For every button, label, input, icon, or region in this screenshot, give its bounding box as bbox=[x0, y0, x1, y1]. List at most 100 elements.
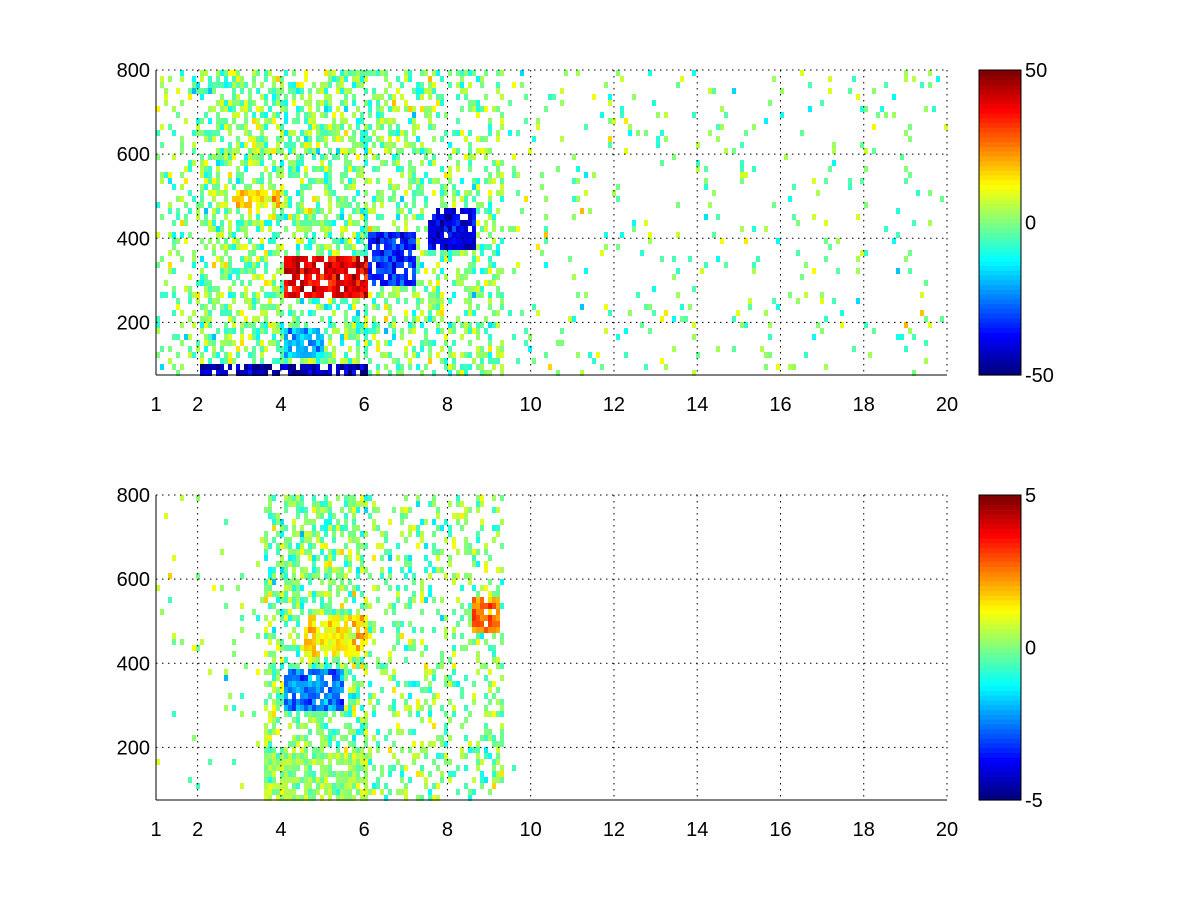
heatmap-cell bbox=[272, 148, 276, 154]
heatmap-cell bbox=[420, 519, 424, 525]
heatmap-cell bbox=[356, 717, 360, 723]
heatmap-cell bbox=[268, 573, 272, 579]
heatmap-cell bbox=[356, 699, 360, 705]
heatmap-cell bbox=[276, 166, 280, 172]
heatmap-cell bbox=[336, 681, 340, 687]
heatmap-cell bbox=[176, 370, 180, 376]
heatmap-cell bbox=[240, 280, 244, 286]
heatmap-cell bbox=[464, 765, 468, 771]
heatmap-cell bbox=[444, 519, 448, 525]
heatmap-cell bbox=[368, 268, 372, 274]
heatmap-cell bbox=[428, 687, 432, 693]
heatmap-cell bbox=[216, 184, 220, 190]
heatmap-cell bbox=[804, 262, 808, 268]
colorbar: 50-5 bbox=[978, 485, 1043, 812]
heatmap-cell bbox=[292, 142, 296, 148]
heatmap-cell bbox=[880, 106, 884, 112]
heatmap-cell bbox=[308, 298, 312, 304]
heatmap-cell bbox=[460, 364, 464, 370]
heatmap-cell bbox=[432, 723, 436, 729]
heatmap-cell bbox=[392, 238, 396, 244]
heatmap-cell bbox=[248, 154, 252, 160]
heatmap-cell bbox=[268, 765, 272, 771]
heatmap-cell bbox=[156, 759, 160, 765]
heatmap-cell bbox=[368, 238, 372, 244]
heatmap-cell bbox=[860, 178, 864, 184]
heatmap-cell bbox=[188, 274, 192, 280]
heatmap-cell bbox=[428, 88, 432, 94]
heatmap-cell bbox=[488, 190, 492, 196]
heatmap-cell bbox=[488, 555, 492, 561]
heatmap-cell bbox=[408, 262, 412, 268]
heatmap-cell bbox=[216, 130, 220, 136]
heatmap-cell bbox=[416, 268, 420, 274]
heatmap-cell bbox=[440, 232, 444, 238]
heatmap-cell bbox=[332, 136, 336, 142]
heatmap-cell bbox=[292, 232, 296, 238]
heatmap-cell bbox=[304, 172, 308, 178]
heatmap-cell bbox=[476, 507, 480, 513]
heatmap-cell bbox=[204, 214, 208, 220]
heatmap-cell bbox=[460, 106, 464, 112]
heatmap-cell bbox=[272, 340, 276, 346]
heatmap-cell bbox=[344, 663, 348, 669]
heatmap-cell bbox=[604, 304, 608, 310]
heatmap-cell bbox=[332, 220, 336, 226]
heatmap-cell bbox=[448, 328, 452, 334]
heatmap-cell bbox=[336, 663, 340, 669]
heatmap-cell bbox=[380, 765, 384, 771]
heatmap-cell bbox=[468, 298, 472, 304]
heatmap-cell bbox=[308, 699, 312, 705]
heatmap-cell bbox=[168, 76, 172, 82]
heatmap-cell bbox=[284, 286, 288, 292]
heatmap-cell bbox=[220, 310, 224, 316]
heatmap-cell bbox=[284, 226, 288, 232]
heatmap-cell bbox=[348, 501, 352, 507]
heatmap-cell bbox=[420, 597, 424, 603]
heatmap-cell bbox=[412, 232, 416, 238]
heatmap-cell bbox=[260, 597, 264, 603]
heatmap-cell bbox=[336, 741, 340, 747]
heatmap-cell bbox=[468, 268, 472, 274]
heatmap-cell bbox=[288, 555, 292, 561]
heatmap-cell bbox=[392, 256, 396, 262]
heatmap-cell bbox=[492, 220, 496, 226]
heatmap-cell bbox=[312, 543, 316, 549]
heatmap-cell bbox=[280, 130, 284, 136]
heatmap-cell bbox=[280, 543, 284, 549]
heatmap-cell bbox=[340, 711, 344, 717]
heatmap-cell bbox=[208, 190, 212, 196]
heatmap-cell bbox=[436, 753, 440, 759]
heatmap-cell bbox=[348, 148, 352, 154]
heatmap-cell bbox=[352, 166, 356, 172]
heatmap-cell bbox=[272, 537, 276, 543]
heatmap-cell bbox=[468, 543, 472, 549]
heatmap-cell bbox=[456, 495, 460, 501]
heatmap-cell bbox=[396, 250, 400, 256]
heatmap-cell bbox=[336, 214, 340, 220]
heatmap-cell bbox=[360, 531, 364, 537]
heatmap-cell bbox=[300, 543, 304, 549]
heatmap-cell bbox=[160, 346, 164, 352]
colorbar-swatch bbox=[979, 504, 1021, 510]
heatmap-cell bbox=[216, 118, 220, 124]
heatmap-cell bbox=[308, 112, 312, 118]
heatmap-cell bbox=[312, 771, 316, 777]
heatmap-cell bbox=[160, 178, 164, 184]
heatmap-cell bbox=[496, 753, 500, 759]
heatmap-cell bbox=[356, 747, 360, 753]
heatmap-cell bbox=[224, 100, 228, 106]
heatmap-cell bbox=[436, 783, 440, 789]
heatmap-cell bbox=[212, 585, 216, 591]
heatmap-cell bbox=[308, 280, 312, 286]
heatmap-cell bbox=[228, 226, 232, 232]
heatmap-cell bbox=[428, 352, 432, 358]
heatmap-cell bbox=[312, 118, 316, 124]
heatmap-cell bbox=[168, 178, 172, 184]
heatmap-cell bbox=[344, 609, 348, 615]
heatmap-cell bbox=[328, 184, 332, 190]
heatmap-cell bbox=[428, 220, 432, 226]
heatmap-cell bbox=[304, 76, 308, 82]
heatmap-cell bbox=[300, 202, 304, 208]
